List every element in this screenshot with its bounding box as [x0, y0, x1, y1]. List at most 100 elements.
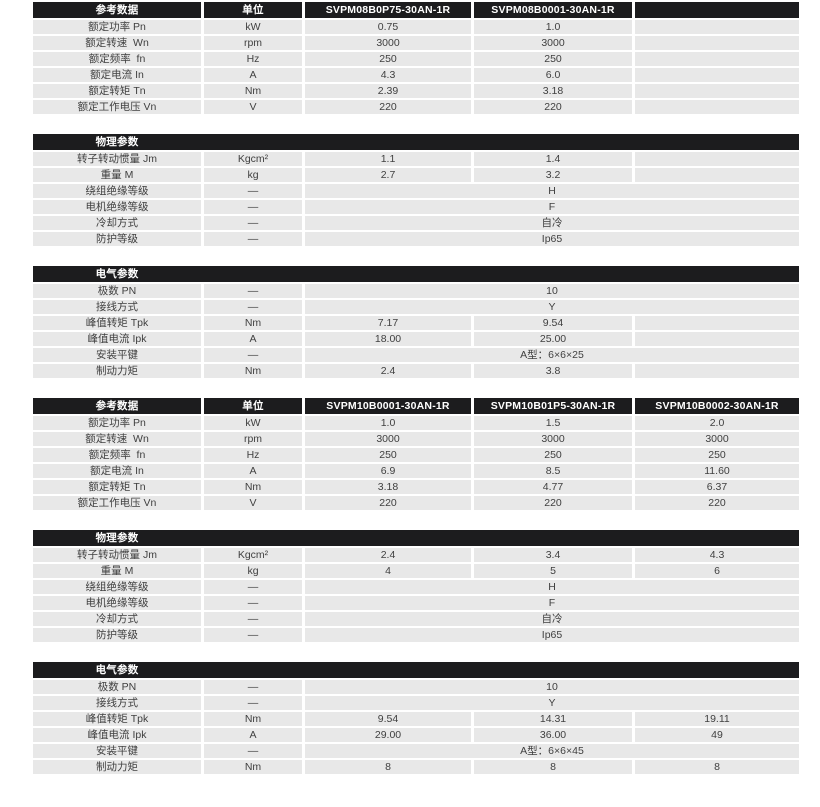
- row-value: 250: [474, 51, 632, 66]
- row-value: 220: [305, 99, 471, 114]
- row-value: 8.5: [474, 463, 632, 478]
- row-value: 220: [305, 495, 471, 510]
- table-row: 额定功率 Pn kW 1.0 1.5 2.0: [33, 415, 799, 430]
- row-value: 7.17: [305, 315, 471, 330]
- row-value: 220: [474, 99, 632, 114]
- row-label: 额定电流 In: [33, 463, 201, 478]
- row-unit: —: [204, 695, 302, 710]
- row-value: 5: [474, 563, 632, 578]
- table-row: 防护等级 — Ip65: [33, 627, 799, 642]
- row-unit: Nm: [204, 759, 302, 774]
- unit-column-header: 单位: [204, 2, 302, 18]
- row-label: 绕组绝缘等级: [33, 183, 201, 198]
- row-value-merged: H: [305, 183, 799, 198]
- row-label: 接线方式: [33, 299, 201, 314]
- table-row: 极数 PN —10: [33, 679, 799, 694]
- row-value: [635, 167, 799, 182]
- section-header-row: 电气参数: [33, 662, 799, 678]
- row-value: 3000: [305, 431, 471, 446]
- table-title: 参考数据: [33, 2, 201, 18]
- table-row: 额定工作电压 Vn V 220 220: [33, 99, 799, 114]
- table-row: 冷却方式 — 自冷: [33, 215, 799, 230]
- row-value: 8: [635, 759, 799, 774]
- table-row: 转子转动惯量 Jm Kgcm² 1.1 1.4: [33, 151, 799, 166]
- row-value: 3000: [305, 35, 471, 50]
- row-label: 转子转动惯量 Jm: [33, 547, 201, 562]
- row-label: 额定电流 In: [33, 67, 201, 82]
- row-value-merged: A型：6×6×25: [305, 347, 799, 362]
- row-unit: Nm: [204, 479, 302, 494]
- table-row: 额定功率 Pn kW 0.75 1.0: [33, 19, 799, 34]
- row-label: 电机绝缘等级: [33, 595, 201, 610]
- row-value: 1.0: [305, 415, 471, 430]
- row-value: 3000: [474, 35, 632, 50]
- row-label: 峰值电流 Ipk: [33, 727, 201, 742]
- row-value: 1.4: [474, 151, 632, 166]
- row-value: [635, 363, 799, 378]
- row-unit: —: [204, 679, 302, 694]
- row-unit: Nm: [204, 363, 302, 378]
- row-unit: A: [204, 463, 302, 478]
- row-value-merged: F: [305, 595, 799, 610]
- row-label: 接线方式: [33, 695, 201, 710]
- row-value: 250: [305, 51, 471, 66]
- table-row: 极数 PN —10: [33, 283, 799, 298]
- row-unit: Kgcm²: [204, 547, 302, 562]
- section-title: 物理参数: [95, 531, 139, 544]
- table-row: 额定转速 Wn rpm 3000 3000 3000: [33, 431, 799, 446]
- row-label: 转子转动惯量 Jm: [33, 151, 201, 166]
- row-value: [635, 151, 799, 166]
- row-label: 额定工作电压 Vn: [33, 495, 201, 510]
- row-label: 极数 PN: [33, 679, 201, 694]
- row-value-merged: F: [305, 199, 799, 214]
- row-label: 防护等级: [33, 231, 201, 246]
- section-title: 电气参数: [95, 267, 139, 280]
- table-row: 转子转动惯量 Jm Kgcm² 2.4 3.4 4.3: [33, 547, 799, 562]
- row-value: 220: [635, 495, 799, 510]
- row-unit: Kgcm²: [204, 151, 302, 166]
- row-value: 6.37: [635, 479, 799, 494]
- row-label: 防护等级: [33, 627, 201, 642]
- row-value: 1.5: [474, 415, 632, 430]
- table-row: 电机绝缘等级 — F: [33, 595, 799, 610]
- model-column-header: SVPM10B0002-30AN-1R: [635, 398, 799, 414]
- row-label: 额定转速 Wn: [33, 431, 201, 446]
- section-header-row: 电气参数: [33, 266, 799, 282]
- row-unit: —: [204, 283, 302, 298]
- row-value: [635, 19, 799, 34]
- table-row: 峰值转矩 Tpk Nm 7.17 9.54: [33, 315, 799, 330]
- row-value: 6.9: [305, 463, 471, 478]
- row-unit: A: [204, 331, 302, 346]
- row-unit: rpm: [204, 35, 302, 50]
- row-label: 冷却方式: [33, 215, 201, 230]
- row-label: 安装平键: [33, 347, 201, 362]
- row-unit: —: [204, 347, 302, 362]
- row-label: 额定工作电压 Vn: [33, 99, 201, 114]
- row-label: 冷却方式: [33, 611, 201, 626]
- row-label: 重量 M: [33, 563, 201, 578]
- row-value-merged: 自冷: [305, 215, 799, 230]
- model-column-header: SVPM08B0P75-30AN-1R: [305, 2, 471, 18]
- row-value: 250: [474, 447, 632, 462]
- row-value: 220: [474, 495, 632, 510]
- row-value: 2.4: [305, 547, 471, 562]
- unit-column-header: 单位: [204, 398, 302, 414]
- table-row: 制动力矩 Nm 2.4 3.8: [33, 363, 799, 378]
- table-row: 额定工作电压 Vn V 220 220 220: [33, 495, 799, 510]
- row-value: 29.00: [305, 727, 471, 742]
- row-label: 制动力矩: [33, 363, 201, 378]
- row-value: 2.0: [635, 415, 799, 430]
- row-value: 250: [635, 447, 799, 462]
- table-title: 参考数据: [33, 398, 201, 414]
- row-value: 3000: [474, 431, 632, 446]
- electrical-params-svpm10: 电气参数 极数 PN —10 接线方式 — Y 峰值转矩 Tpk Nm 9.54 14.31 19.…: [33, 662, 799, 774]
- row-value: [635, 83, 799, 98]
- table-row: 安装平键 — A型：6×6×45: [33, 743, 799, 758]
- section-header-bar: 电气参数: [33, 266, 799, 282]
- table-row: 冷却方式 — 自冷: [33, 611, 799, 626]
- section-header-bar: 电气参数: [33, 662, 799, 678]
- row-unit: —: [204, 743, 302, 758]
- row-unit: Nm: [204, 711, 302, 726]
